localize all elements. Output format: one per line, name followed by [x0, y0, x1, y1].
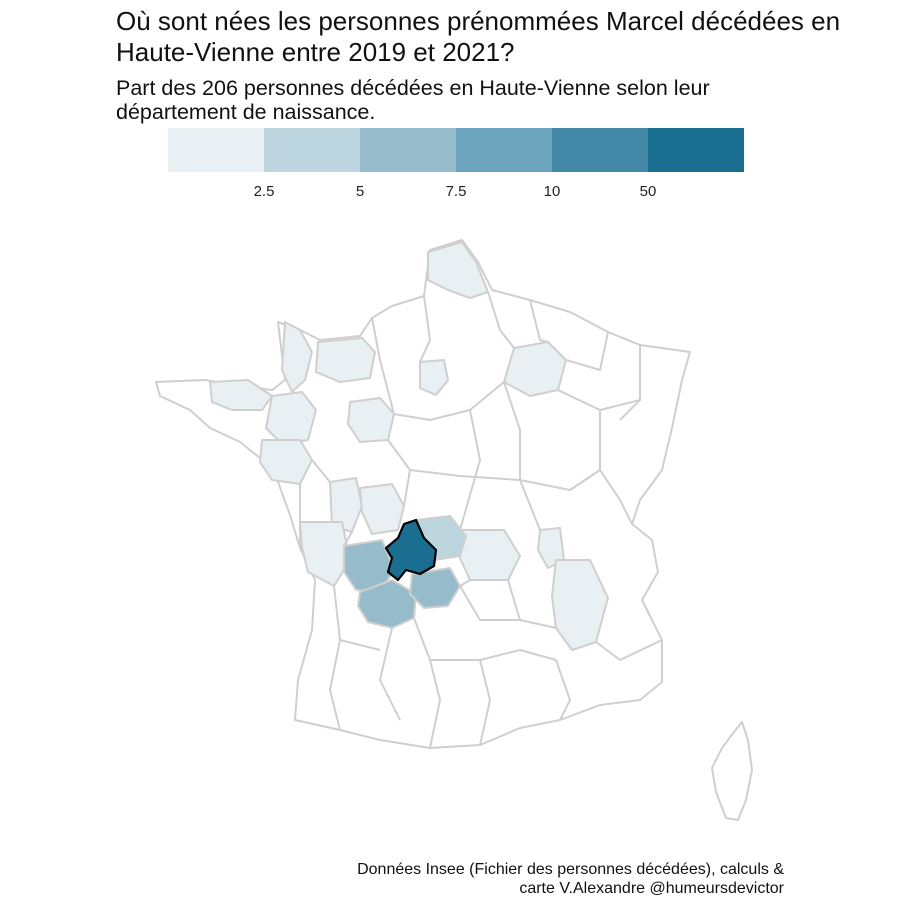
map-title: Où sont nées les personnes prénommées Ma…: [116, 6, 841, 67]
legend-tick: 50: [639, 183, 657, 200]
dept-sarthe: [347, 397, 395, 443]
caption-line-2: carte V.Alexandre @humeursdevictor: [519, 880, 784, 897]
dept-loire-atlantique: [259, 439, 313, 485]
corsica: [711, 721, 753, 821]
dept-oise-area: [419, 359, 449, 396]
caption-line-1: Données Insee (Fichier des personnes déc…: [357, 861, 784, 878]
department-borders: [299, 291, 663, 749]
map-subtitle: Part des 206 personnes décédées en Haute…: [116, 76, 710, 124]
dept-calvados: [315, 337, 376, 383]
legend-tick: 7.5: [445, 183, 467, 200]
dept-deux-sevres: [329, 477, 363, 533]
dept-isere: [551, 559, 609, 651]
legend-swatch-6: [648, 128, 744, 172]
france-outline: [155, 239, 691, 749]
legend-tick: 10: [543, 183, 561, 200]
dept-ille-et-vilaine: [265, 391, 317, 445]
color-legend: [168, 128, 744, 172]
dept-nord: [427, 241, 489, 299]
dept-vienne: [359, 483, 405, 535]
dept-manche: [281, 321, 313, 393]
france-departments-map: [155, 239, 753, 821]
legend-swatch-4: [456, 128, 552, 172]
dept-haute-vienne: [384, 518, 438, 582]
dept-dordogne: [357, 579, 417, 629]
dept-correze: [409, 567, 461, 609]
legend-swatch-3: [360, 128, 456, 172]
source-caption: Données Insee (Fichier des personnes déc…: [184, 860, 784, 898]
legend-tick-labels: 2.5 5 7.5 10 50: [168, 183, 744, 203]
legend-swatch-2: [264, 128, 360, 172]
legend-swatch-1: [168, 128, 264, 172]
dept-cotes-darmor: [209, 379, 273, 411]
dept-marne: [503, 341, 567, 397]
legend-tick: 5: [355, 183, 365, 200]
legend-swatch-5: [552, 128, 648, 172]
legend-tick: 2.5: [253, 183, 275, 200]
